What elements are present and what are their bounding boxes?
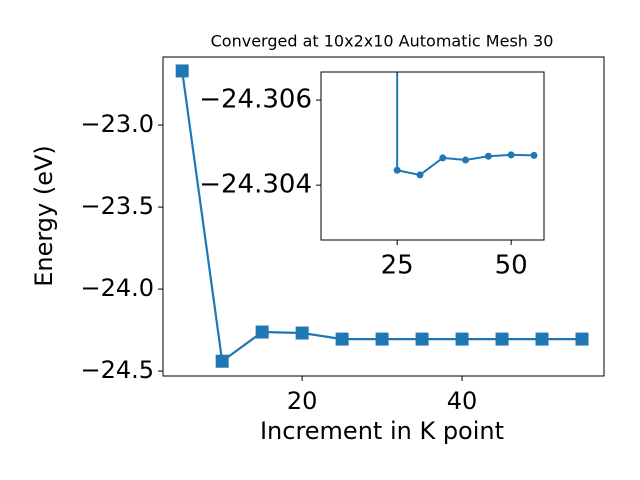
marker xyxy=(484,152,492,160)
plot-area xyxy=(393,72,538,179)
y-tick-label: −24.306 xyxy=(199,85,312,115)
plot-area xyxy=(175,64,589,368)
marker xyxy=(215,354,229,368)
y-axis-label: Energy (eV) xyxy=(30,145,58,287)
x-tick-label: 20 xyxy=(287,387,318,415)
marker xyxy=(507,151,515,159)
y-tick-label: −23.5 xyxy=(80,192,154,220)
axes-frame xyxy=(162,56,605,377)
marker xyxy=(375,332,389,346)
marker xyxy=(495,332,509,346)
x-axis-label: Increment in K point xyxy=(260,417,504,445)
marker xyxy=(530,151,538,159)
axes-frame xyxy=(320,71,545,241)
marker xyxy=(393,166,401,174)
line xyxy=(396,72,534,176)
marker xyxy=(175,64,189,78)
marker xyxy=(295,326,309,340)
marker xyxy=(335,332,349,346)
y-tick-label: −24.304 xyxy=(199,170,312,200)
marker xyxy=(462,156,470,164)
marker xyxy=(535,332,549,346)
chart-title: Converged at 10x2x10 Automatic Mesh 30 xyxy=(211,32,554,51)
marker xyxy=(415,332,429,346)
y-tick-label: −23.0 xyxy=(80,110,154,138)
marker xyxy=(439,154,447,162)
x-tick-label: 40 xyxy=(447,387,478,415)
marker xyxy=(455,332,469,346)
marker xyxy=(575,332,589,346)
marker xyxy=(255,325,269,339)
x-tick-label: 25 xyxy=(381,251,414,281)
y-tick-label: −24.0 xyxy=(80,274,154,302)
x-tick-label: 50 xyxy=(495,251,528,281)
y-tick-label: −24.5 xyxy=(80,356,154,384)
marker xyxy=(416,171,424,179)
